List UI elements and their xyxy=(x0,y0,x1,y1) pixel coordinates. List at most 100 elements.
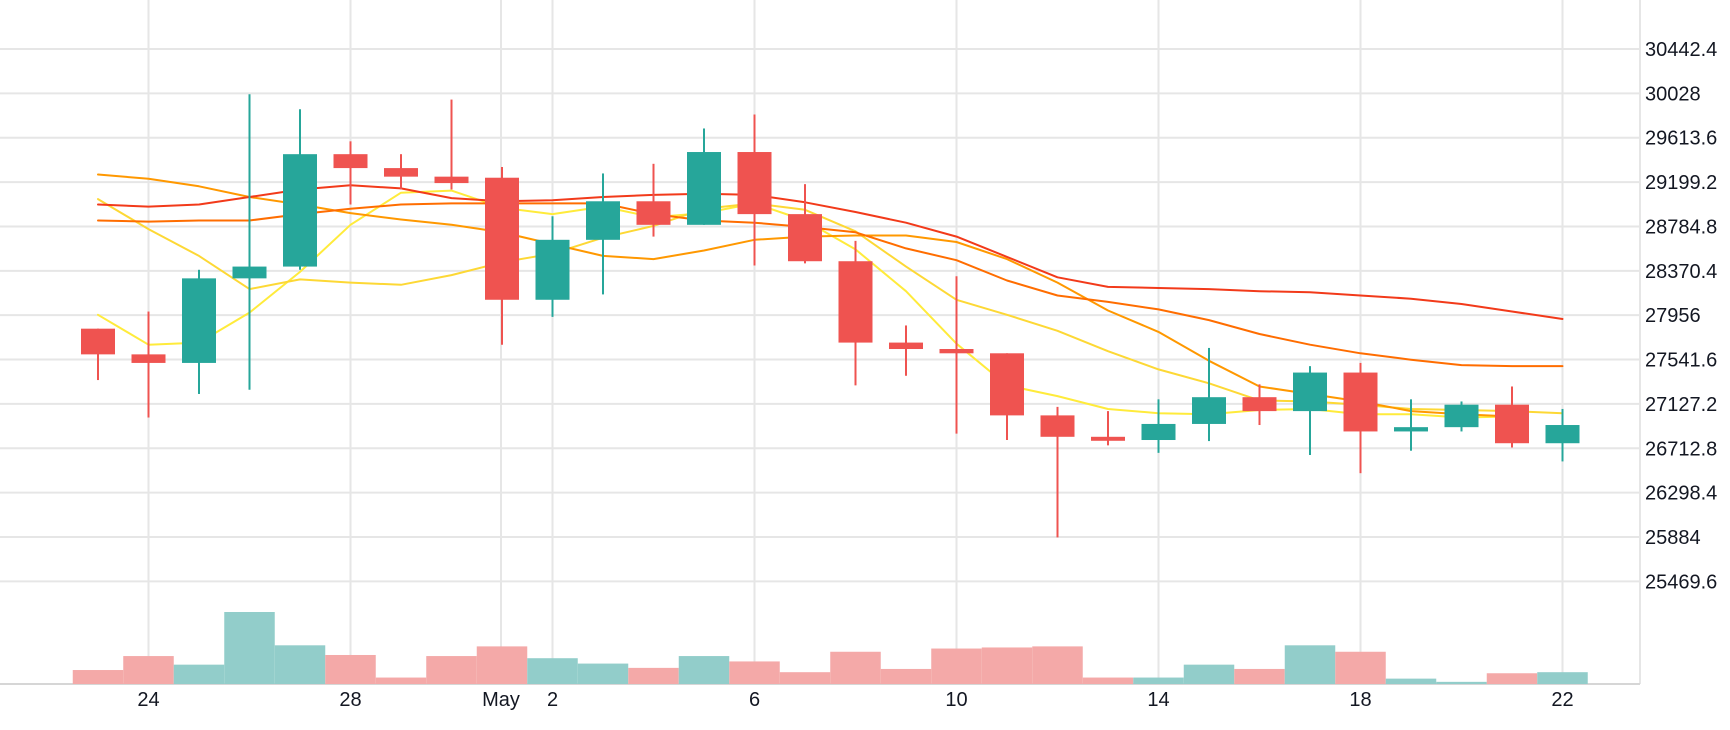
volume-bar xyxy=(72,670,124,684)
volume-bar xyxy=(1082,677,1134,684)
candle xyxy=(232,94,267,390)
moving-average-line xyxy=(97,198,1564,415)
time-tick-label: 24 xyxy=(137,689,159,711)
volume-bar xyxy=(325,654,376,684)
candle-body xyxy=(636,201,671,225)
volume-bar xyxy=(274,645,326,684)
candle-body xyxy=(434,176,469,184)
price-tick-label: 25469.6 xyxy=(1645,571,1717,593)
candle-body xyxy=(939,349,974,354)
price-tick-label: 29613.6 xyxy=(1645,128,1717,150)
candle-body xyxy=(1141,423,1176,441)
price-tick-label: 26298.4 xyxy=(1645,483,1717,505)
time-axis: 24 28 May 2 6 10 14 18 22 xyxy=(137,689,1573,711)
price-tick-label: 26712.8 xyxy=(1645,438,1717,460)
candle-body xyxy=(1192,397,1226,424)
candle xyxy=(586,173,620,295)
candle xyxy=(1495,386,1529,448)
volume-bar xyxy=(1486,673,1538,684)
moving-average-lines xyxy=(97,173,1564,419)
candle xyxy=(1545,408,1580,462)
time-tick-label: 10 xyxy=(945,689,967,711)
candle-body xyxy=(283,154,317,267)
candle xyxy=(1141,399,1176,453)
time-tick-label: 22 xyxy=(1551,689,1573,711)
price-tick-label: 30028 xyxy=(1645,83,1701,105)
time-tick-label: 18 xyxy=(1349,689,1371,711)
candle-body xyxy=(182,278,216,363)
candle xyxy=(788,184,822,264)
candle xyxy=(535,216,570,317)
candle-body xyxy=(788,214,822,262)
candle xyxy=(131,311,166,418)
volume-bar xyxy=(476,646,528,684)
candle xyxy=(687,128,721,225)
candle-body xyxy=(1495,404,1529,444)
candle-body xyxy=(384,168,418,177)
candle-body xyxy=(535,239,570,300)
candle-body xyxy=(1545,425,1580,444)
candle xyxy=(1343,362,1378,474)
candle-body xyxy=(990,353,1024,416)
volume-bar xyxy=(224,612,275,684)
time-tick-label: 2 xyxy=(547,689,558,711)
candle-body xyxy=(131,354,166,363)
time-tick-label: 28 xyxy=(339,689,361,711)
volume-bar xyxy=(577,663,629,684)
candle xyxy=(1040,406,1075,538)
candle xyxy=(990,353,1024,441)
candle xyxy=(333,141,368,205)
volume-bar xyxy=(426,656,477,684)
volume-bar xyxy=(1284,645,1336,684)
volume-bar xyxy=(1183,664,1235,684)
candle xyxy=(1394,399,1428,451)
volume-bar xyxy=(123,656,174,684)
price-tick-label: 30442.4 xyxy=(1645,39,1717,61)
candle-body xyxy=(687,152,721,225)
candle-body xyxy=(1293,372,1327,412)
volume-bar xyxy=(729,661,780,684)
candle-body xyxy=(333,154,368,169)
volume-bar xyxy=(880,668,932,684)
volume-bar xyxy=(1385,678,1437,684)
volume-bar xyxy=(1032,646,1083,684)
candle xyxy=(1444,401,1479,432)
candle xyxy=(838,240,873,386)
candle xyxy=(81,328,115,381)
price-tick-label: 28370.4 xyxy=(1645,261,1717,283)
volume-bar xyxy=(931,648,982,684)
candle-body xyxy=(838,261,873,343)
candle-body xyxy=(1091,436,1125,441)
candle-body xyxy=(1242,397,1277,412)
volume-bar xyxy=(527,658,578,684)
candle-body xyxy=(1343,372,1378,432)
volume-bar xyxy=(173,664,225,684)
price-tick-label: 27956 xyxy=(1645,305,1701,327)
price-tick-label: 29199.2 xyxy=(1645,172,1717,194)
candle-body xyxy=(1040,415,1075,437)
price-tick-label: 27127.2 xyxy=(1645,394,1717,416)
volume-bar xyxy=(1133,677,1184,684)
grid-lines xyxy=(0,0,1641,685)
candle xyxy=(1242,384,1277,426)
price-tick-label: 28784.8 xyxy=(1645,216,1717,238)
volume-bar xyxy=(981,647,1033,684)
candle xyxy=(283,109,317,270)
candle xyxy=(737,114,772,266)
candle-body xyxy=(586,201,620,240)
candle xyxy=(1293,366,1327,455)
volume-bar xyxy=(779,672,831,684)
candle-body xyxy=(737,152,772,215)
volume-bar xyxy=(830,651,881,684)
candle-body xyxy=(485,177,519,300)
candle xyxy=(1192,347,1226,442)
volume-bar xyxy=(375,677,427,684)
candle xyxy=(636,163,671,237)
candle-body xyxy=(1444,404,1479,428)
candle xyxy=(485,167,519,345)
price-tick-label: 25884 xyxy=(1645,527,1701,549)
volume-bars xyxy=(72,612,1588,684)
candle xyxy=(434,99,469,190)
volume-bar xyxy=(1537,672,1588,684)
